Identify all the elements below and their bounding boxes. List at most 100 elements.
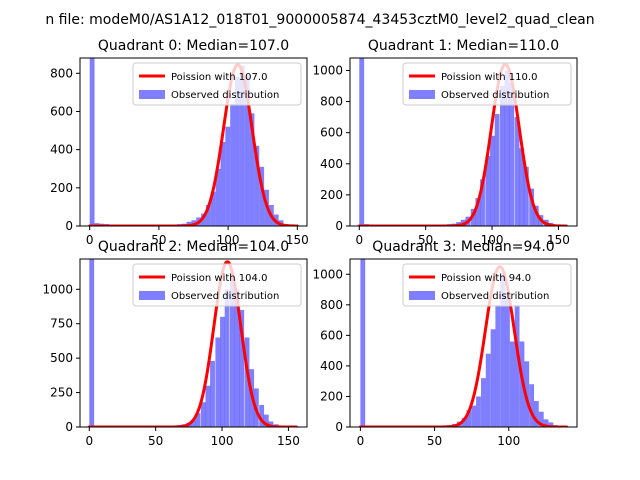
y-tick-label: 1000: [312, 63, 343, 77]
y-tick-label: 200: [320, 188, 343, 202]
histogram-bar: [461, 417, 467, 427]
histogram-bar: [200, 402, 206, 427]
quadrant-2-panel: 0 50 100 150 0 250 500 750 1000 Quadrant 2: Media…: [42, 239, 308, 448]
histogram-bar: [205, 385, 211, 427]
axes-frame: [349, 57, 578, 227]
y-tick-label: 600: [320, 328, 343, 342]
legend-observed-swatch: [139, 90, 165, 99]
poisson-curve: [87, 260, 298, 427]
histogram-bar: [230, 103, 236, 226]
x-tick-label: 0: [86, 233, 94, 247]
poisson-curve: [357, 62, 568, 226]
quadrant-title: Quadrant 0: Median=107.0: [98, 38, 289, 54]
y-tick-label: 400: [320, 359, 343, 373]
y-tick-label: 600: [320, 126, 343, 140]
histogram-bar: [509, 341, 515, 427]
histogram-bar: [514, 117, 520, 226]
quadrant-2-plot-area: [87, 259, 298, 427]
histogram-bar: [239, 309, 245, 427]
y-tick-label: 1000: [312, 267, 343, 281]
histogram-bar: [244, 337, 250, 427]
legend-observed-label: Observed distribution: [441, 90, 549, 101]
histogram-bar: [210, 191, 216, 226]
x-tick-label: 150: [277, 434, 300, 448]
y-tick-label: 0: [65, 219, 73, 233]
x-tick-label: 50: [418, 233, 433, 247]
x-tick-label: 100: [497, 434, 520, 448]
legend: Poission with 104.0 Observed distribution: [132, 263, 302, 307]
histogram-bar: [235, 77, 240, 226]
x-tick-label: 50: [151, 233, 166, 247]
histogram-bar: [360, 259, 366, 427]
histogram-bar: [220, 142, 226, 226]
axes-frame: [79, 258, 308, 428]
histogram-bar: [263, 414, 269, 427]
y-tick-label: 400: [320, 157, 343, 171]
x-tick-label: 100: [481, 233, 504, 247]
histogram-bar: [225, 126, 231, 226]
x-tick-label: 0: [85, 434, 93, 448]
histogram-bar: [239, 65, 245, 226]
y-tick-label: 200: [50, 181, 73, 195]
y-tick-label: 0: [335, 420, 343, 434]
x-tick-label: 0: [357, 434, 365, 448]
histogram-bar: [359, 58, 365, 226]
histogram-bar: [259, 404, 265, 427]
histogram-bar: [519, 148, 525, 226]
legend-observed-swatch: [409, 90, 435, 99]
quadrant-0-panel: 0 50 100 150 0 200 400 600 800 Quadrant 0: Median…: [50, 38, 309, 247]
quadrant-title: Quadrant 3: Median=94.0: [372, 239, 554, 255]
x-tick-label: 100: [217, 233, 240, 247]
legend-box: [402, 263, 572, 307]
histogram-bar: [89, 259, 95, 427]
histogram-bar: [529, 384, 535, 427]
x-tick-label: 100: [211, 434, 234, 448]
legend-poisson-label: Poission with 104.0: [171, 273, 267, 284]
histogram-bar: [514, 304, 520, 427]
axes-frame: [79, 57, 308, 227]
histogram-bar: [234, 289, 240, 427]
histogram-bar: [259, 166, 265, 226]
axes-frame: [349, 258, 578, 428]
histogram-bar: [268, 421, 274, 427]
histogram-bar: [476, 396, 481, 427]
histogram-bar: [543, 419, 549, 427]
quadrant-panels: 0 50 100 150 0 200 400 600 800 Quadrant 0: Median…: [42, 38, 578, 448]
histogram-bar: [495, 304, 501, 427]
y-tick-label: 0: [335, 219, 343, 233]
quadrant-0-plot-area: [88, 58, 299, 226]
legend-poisson-label: Poission with 94.0: [441, 273, 531, 284]
y-tick-label: 0: [65, 420, 73, 434]
histogram-bar: [466, 410, 472, 427]
histogram-bar: [224, 289, 230, 427]
histogram-bar: [89, 58, 95, 226]
histogram-bar: [244, 75, 250, 226]
histogram-bar: [220, 316, 225, 427]
x-tick-label: 50: [148, 434, 163, 448]
histogram-bar: [475, 198, 481, 226]
legend-observed-swatch: [409, 291, 435, 300]
poisson-curve: [88, 63, 299, 226]
histogram-bar: [500, 274, 506, 427]
y-tick-label: 800: [50, 66, 73, 80]
x-tick-label: 150: [286, 233, 309, 247]
legend: Poission with 94.0 Observed distribution: [402, 263, 572, 307]
legend-observed-label: Observed distribution: [171, 291, 279, 302]
histogram-bar: [494, 114, 500, 226]
histogram-bar: [533, 205, 539, 226]
x-tick-label: 0: [355, 233, 363, 247]
quadrant-title: Quadrant 1: Median=110.0: [368, 38, 559, 54]
histogram-bar: [490, 329, 496, 427]
legend: Poission with 107.0 Observed distribution: [132, 62, 302, 106]
legend-box: [132, 62, 302, 106]
legend-observed-label: Observed distribution: [171, 90, 279, 101]
histogram-bar: [485, 156, 491, 226]
legend-box: [402, 62, 572, 106]
legend-poisson-label: Poission with 110.0: [441, 72, 537, 83]
quadrant-3-plot-area: [358, 259, 569, 427]
histogram-bar: [548, 422, 554, 427]
legend-poisson-label: Poission with 107.0: [171, 72, 267, 83]
histogram-bar: [471, 405, 477, 427]
quadrant-1-plot-area: [357, 58, 568, 226]
